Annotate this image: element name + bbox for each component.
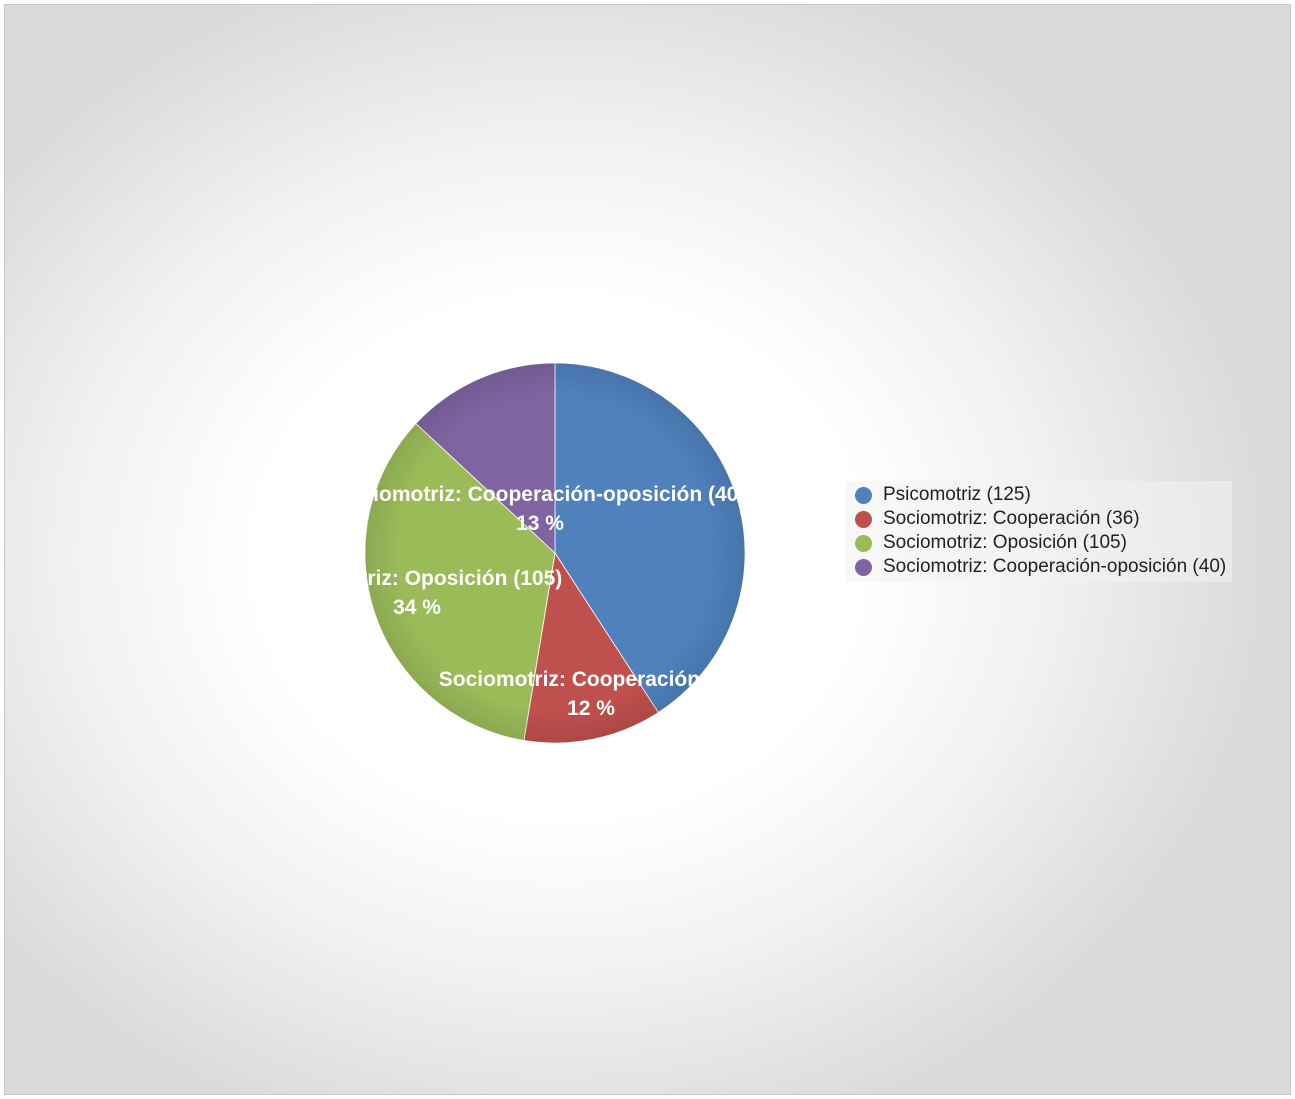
legend-label: Sociomotriz: Oposición (105) [883, 532, 1127, 553]
data-label-percent: 12 % [567, 697, 615, 720]
legend-swatch [855, 510, 872, 528]
legend-swatch [855, 486, 872, 504]
legend-item: Sociomotriz: Cooperación (36) [855, 507, 1226, 531]
legend-item: Sociomotriz: Cooperación-oposición (40) [855, 555, 1226, 579]
chart-legend: Psicomotriz (125) Sociomotriz: Cooperaci… [845, 481, 1233, 582]
legend-label: Sociomotriz: Cooperación-oposición (40) [883, 556, 1227, 577]
data-label-name: Sociomotriz: Cooperación (36) [439, 668, 744, 691]
legend-item: Psicomotriz (125) [855, 483, 1226, 507]
data-label-name: Sociomotriz: Oposición (105) [272, 567, 563, 590]
data-label-oposicion: Sociomotriz: Oposición (105) 34 % [272, 567, 563, 619]
data-label-percent: 13 % [516, 512, 564, 535]
data-labels: Sociomotriz: Cooperación (36)12 %Sociomo… [272, 483, 746, 720]
legend-swatch [855, 534, 872, 552]
legend-swatch [855, 558, 872, 576]
legend-label: Sociomotriz: Cooperación (36) [883, 508, 1140, 529]
data-label-cooperacion-oposicion: Sociomotriz: Cooperación-oposición (40) 1… [335, 483, 746, 535]
data-label-percent: 34 % [393, 596, 441, 619]
legend-label: Psicomotriz (125) [883, 484, 1031, 505]
data-label-name: Sociomotriz: Cooperación-oposición (40) [335, 483, 746, 506]
legend-item: Sociomotriz: Oposición (105) [855, 531, 1226, 555]
data-label-cooperacion: Sociomotriz: Cooperación (36) 12 % [439, 668, 744, 720]
chart-area: Sociomotriz: Cooperación (36) 12 % Sociomo… [4, 4, 1291, 1095]
